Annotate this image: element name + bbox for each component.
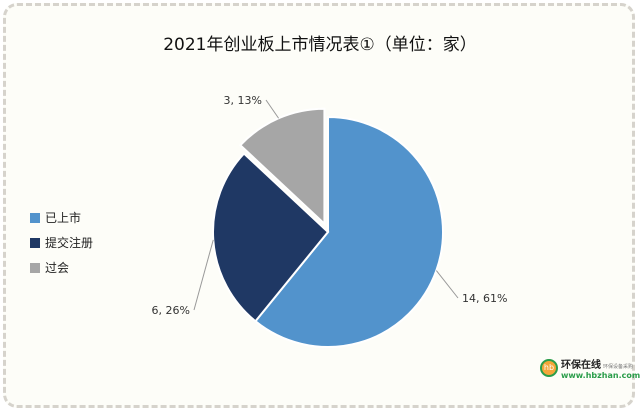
- leader-line: [435, 270, 459, 299]
- watermark-url: www.hbzhan.com: [561, 371, 640, 380]
- legend-label: 提交注册: [45, 236, 94, 250]
- data-label: 14, 61%: [462, 292, 507, 305]
- legend-swatch: [30, 212, 40, 223]
- legend: 已上市 提交注册 过会: [30, 205, 93, 280]
- pie-slice: [212, 152, 330, 323]
- watermark-name: 环保在线: [561, 360, 601, 371]
- legend-label: 过会: [45, 261, 70, 275]
- legend-item: 过会: [30, 255, 93, 280]
- legend-item: 提交注册: [30, 230, 93, 255]
- watermark-tagline: 环保设备采购: [603, 364, 634, 370]
- pie-slice: [254, 115, 444, 348]
- legend-label: 已上市: [45, 211, 82, 225]
- hb-logo-icon: hb: [540, 359, 558, 377]
- pie-slice: [238, 107, 326, 227]
- chart-title: 2021年创业板上市情况表①（单位：家）: [163, 35, 477, 55]
- watermark-logo: hb 环保在线 环保设备采购 www.hbzhan.com: [540, 356, 640, 380]
- legend-swatch: [30, 237, 40, 248]
- legend-swatch: [30, 262, 40, 273]
- data-label: 3, 13%: [224, 94, 262, 107]
- data-label: 6, 26%: [152, 304, 190, 317]
- leader-line: [193, 239, 214, 311]
- legend-item: 已上市: [30, 205, 93, 230]
- leader-line: [265, 99, 280, 119]
